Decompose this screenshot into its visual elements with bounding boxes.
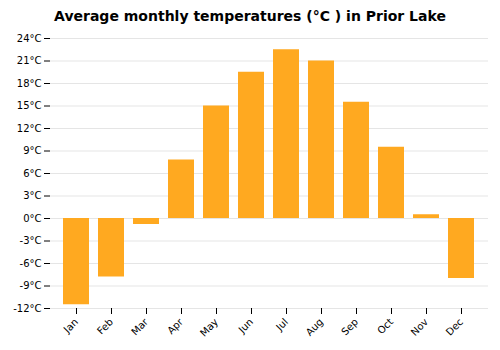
svg-text:6°C: 6°C <box>23 168 41 179</box>
svg-text:9°C: 9°C <box>23 145 41 156</box>
svg-text:Nov: Nov <box>409 316 431 338</box>
svg-text:Sep: Sep <box>339 316 360 337</box>
svg-text:24°C: 24°C <box>17 33 42 44</box>
svg-text:12°C: 12°C <box>17 123 42 134</box>
svg-text:May: May <box>198 316 220 338</box>
html-text:Average monthly temperatures (: Average monthly temperatures (°C ) in Pr… <box>54 8 446 24</box>
svg-text:Aug: Aug <box>304 316 326 338</box>
svg-text:3°C: 3°C <box>23 190 41 201</box>
svg-text:15°C: 15°C <box>17 100 42 111</box>
svg-text:-3°C: -3°C <box>20 235 42 246</box>
svg-text:Oct: Oct <box>375 316 395 336</box>
svg-text:Jul: Jul <box>273 316 290 333</box>
svg-text:-9°C: -9°C <box>20 280 42 291</box>
svg-text:Dec: Dec <box>444 316 465 337</box>
svg-text:-6°C: -6°C <box>20 258 42 269</box>
svg-text:18°C: 18°C <box>17 78 42 89</box>
svg-text:0°C: 0°C <box>23 213 41 224</box>
svg-text:21°C: 21°C <box>17 55 42 66</box>
svg-text:-12°C: -12°C <box>13 303 41 314</box>
svg-text:Jun: Jun <box>236 316 256 336</box>
svg-text:Jan: Jan <box>61 316 80 335</box>
svg-text:Mar: Mar <box>129 316 151 338</box>
svg-text:Apr: Apr <box>165 316 186 337</box>
svg-text:Feb: Feb <box>95 316 115 336</box>
